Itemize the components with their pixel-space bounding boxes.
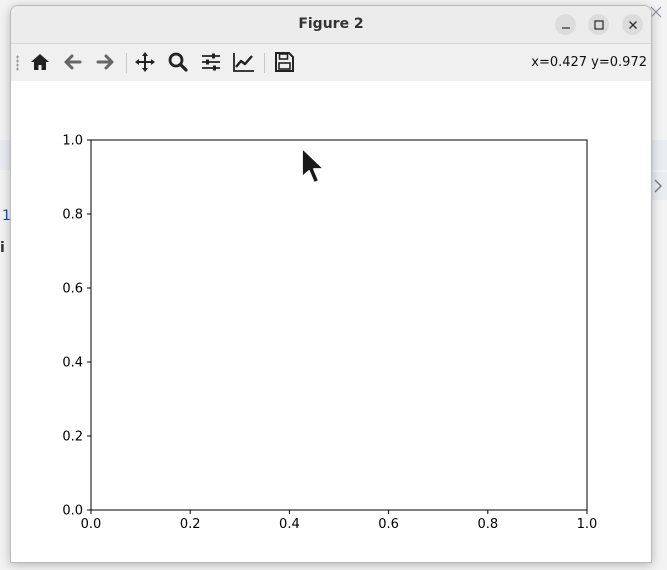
magnifier-icon — [168, 52, 188, 72]
x-tick-label: 0.4 — [279, 517, 300, 532]
maximize-button[interactable] — [588, 14, 609, 35]
customize-button[interactable] — [230, 48, 258, 76]
y-tick-label: 1.0 — [62, 134, 83, 149]
minimize-icon — [561, 26, 570, 29]
line-chart-icon — [233, 53, 254, 72]
cursor-coordinates: x=0.427 y=0.972 — [531, 55, 647, 70]
sliders-icon — [202, 53, 220, 71]
y-tick-label: 0.8 — [62, 208, 83, 223]
pan-button[interactable] — [131, 48, 159, 76]
plot-area[interactable]: 0.0 0.2 0.4 0.6 0.8 1.0 0.0 0.2 0.4 0.6 0.8 1.0 — [11, 81, 651, 562]
floppy-icon — [275, 52, 294, 72]
maximize-icon — [593, 19, 604, 30]
arrow-right-icon — [96, 54, 114, 70]
background-panel — [0, 140, 10, 170]
y-tick-label: 0.4 — [62, 356, 83, 371]
axes-frame — [90, 139, 588, 511]
save-button[interactable] — [270, 48, 298, 76]
home-button[interactable] — [26, 48, 54, 76]
home-icon — [31, 54, 49, 70]
close-button[interactable] — [622, 14, 643, 35]
navigation-toolbar: x=0.427 y=0.972 — [11, 44, 651, 82]
y-tick-label: 0.0 — [62, 504, 83, 519]
background-chevron-right-icon — [654, 179, 662, 193]
subplots-button[interactable] — [197, 48, 225, 76]
zoom-button[interactable] — [164, 48, 192, 76]
close-icon — [628, 20, 637, 29]
background-text-2: i — [0, 240, 5, 256]
figure-canvas[interactable]: 0.0 0.2 0.4 0.6 0.8 1.0 0.0 0.2 0.4 0.6 0.8 1.0 — [11, 81, 651, 562]
move-icon — [135, 52, 155, 72]
back-button[interactable] — [59, 48, 87, 76]
x-tick-label: 0.0 — [81, 517, 102, 532]
figure-window: Figure 2 — [10, 5, 652, 563]
toolbar-grip[interactable] — [16, 55, 19, 71]
background-close-icon — [650, 6, 662, 18]
x-tick-label: 0.8 — [477, 517, 498, 532]
forward-button[interactable] — [91, 48, 119, 76]
x-tick-label: 1.0 — [577, 517, 598, 532]
background-panel-right — [651, 140, 667, 170]
mouse-cursor-icon — [301, 147, 325, 184]
toolbar-separator — [264, 53, 265, 73]
minimize-button[interactable] — [555, 14, 576, 35]
window-title: Figure 2 — [298, 16, 364, 32]
background-text-1: 1 — [2, 208, 11, 224]
title-bar[interactable]: Figure 2 — [11, 6, 651, 44]
y-tick-label: 0.2 — [62, 430, 83, 445]
toolbar-separator — [126, 53, 127, 73]
background-panel-right-2 — [651, 172, 667, 200]
x-tick-label: 0.6 — [378, 517, 399, 532]
x-tick-label: 0.2 — [180, 517, 201, 532]
y-tick-label: 0.6 — [62, 282, 83, 297]
arrow-left-icon — [64, 54, 82, 70]
